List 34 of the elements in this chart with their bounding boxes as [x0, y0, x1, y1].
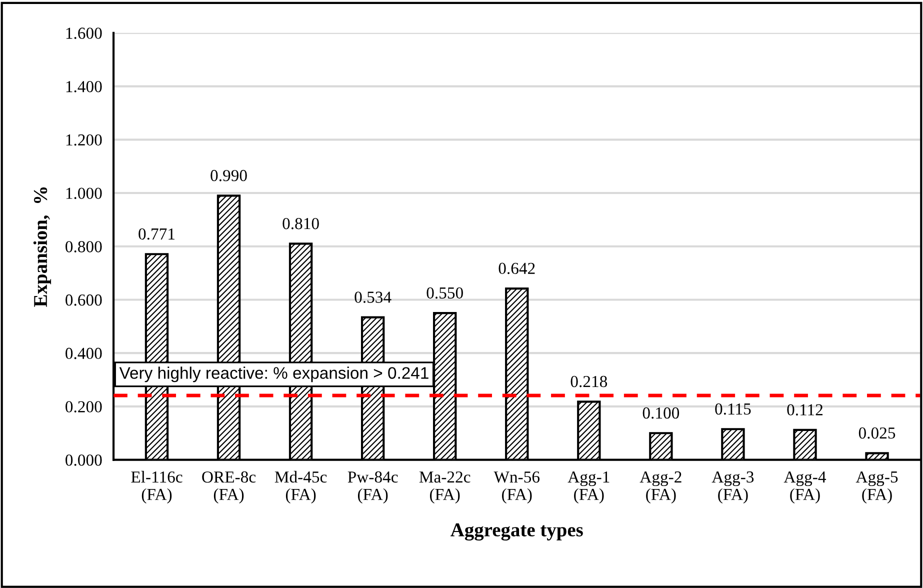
y-tick-label: 0.000: [66, 454, 102, 466]
x-tick-label: Agg-3 (FA): [712, 471, 754, 504]
x-tick-label: Md-45c (FA): [274, 470, 327, 504]
data-label: 0.550: [426, 287, 463, 299]
data-label: 0.990: [210, 170, 247, 182]
data-label: 0.025: [858, 427, 896, 439]
y-tick-label: 0.200: [66, 401, 102, 412]
y-tick-label: 1.400: [66, 80, 102, 92]
y-tick-label: 0.400: [66, 348, 102, 360]
x-axis-title: Aggregate types: [450, 523, 583, 541]
y-axis-title: Expansion, %: [33, 187, 52, 307]
x-tick-label: Wn-56 (FA): [494, 471, 540, 504]
x-tick-label: El-116c (FA): [131, 470, 182, 504]
x-tick-label: Agg-5 (FA): [856, 471, 898, 504]
y-tick-label: 1.600: [66, 28, 102, 39]
x-tick-label: Ma-22c (FA): [419, 471, 470, 504]
x-tick-label: Agg-4 (FA): [784, 471, 826, 504]
data-label: 0.771: [138, 228, 174, 240]
y-tick-label: 0.800: [66, 241, 102, 252]
data-label: 0.115: [715, 403, 751, 415]
data-label: 0.534: [354, 292, 392, 303]
ref-line-label: Very highly reactive: % expansion > 0.241: [119, 366, 428, 382]
data-label: 0.810: [282, 218, 319, 230]
x-tick-label: ORE-8c (FA): [202, 471, 256, 504]
data-label: 0.112: [787, 404, 823, 416]
x-tick-label: Pw-84c (FA): [348, 471, 398, 504]
x-tick-label: Agg-2 (FA): [640, 471, 682, 504]
x-tick-label: Agg-1 (FA): [568, 471, 610, 504]
data-label: 0.218: [570, 376, 608, 388]
y-tick-label: 0.600: [66, 294, 102, 306]
y-tick-label: 1.000: [66, 188, 102, 200]
data-label: 0.642: [498, 262, 535, 274]
y-tick-label: 1.200: [66, 134, 102, 146]
data-label: 0.100: [642, 407, 680, 419]
